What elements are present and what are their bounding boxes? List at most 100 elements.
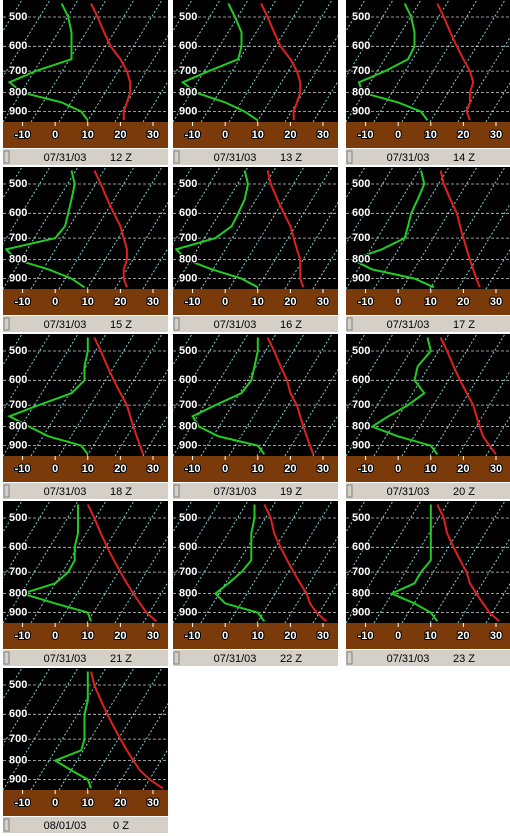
- label-button: [173, 150, 180, 164]
- x-tick-label: -10: [358, 129, 374, 141]
- y-tick-label: 700: [179, 65, 197, 77]
- y-tick-label: 700: [352, 566, 370, 578]
- x-tick-label: -10: [185, 463, 201, 475]
- label-button: [346, 317, 353, 331]
- x-tick-label: 20: [284, 630, 296, 642]
- y-tick-label: 600: [179, 40, 197, 52]
- plot-background: [3, 167, 168, 289]
- x-tick-label: 0: [52, 797, 58, 809]
- date-label: 07/31/03: [387, 152, 430, 164]
- time-label: 18 Z: [110, 486, 132, 498]
- y-tick-label: 500: [179, 178, 197, 190]
- label-bar: [3, 483, 168, 499]
- profile-line: [180, 3, 259, 122]
- date-label: 07/31/03: [214, 486, 257, 498]
- sounding-panel: 500 600 700 800 900 -10 0 10 20 30 07/31/03 13 Z: [173, 0, 338, 165]
- y-tick-label: 500: [9, 345, 27, 357]
- plot-background: [3, 334, 168, 456]
- y-tick-label: 700: [9, 232, 27, 244]
- time-label: 22 Z: [280, 653, 302, 665]
- label-button: [346, 484, 353, 498]
- y-tick-label: 900: [352, 106, 370, 118]
- profile-line: [7, 3, 89, 121]
- y-tick-label: 600: [179, 541, 197, 553]
- y-tick-label: 800: [179, 87, 197, 99]
- x-axis-band: [346, 122, 510, 148]
- x-tick-label: 20: [457, 129, 469, 141]
- plot-background: [3, 0, 168, 122]
- plot-area: [3, 501, 168, 623]
- sounding-panel: 500 600 700 800 900 -10 0 10 20 30 07/31/03 16 Z: [173, 167, 338, 332]
- y-tick-label: 500: [179, 345, 197, 357]
- y-tick-label: 500: [9, 11, 27, 23]
- x-tick-label: 30: [147, 129, 159, 141]
- sounding-panel: 500 600 700 800 900 -10 0 10 20 30 07/31/03 21 Z: [3, 501, 168, 666]
- y-tick-label: 900: [9, 774, 27, 786]
- plot-background: [173, 167, 338, 289]
- x-tick-label: 30: [317, 296, 329, 308]
- y-tick-label: 600: [352, 541, 370, 553]
- plot-area: [173, 501, 338, 623]
- sounding-panel: 500 600 700 800 900 -10 0 10 20 30 07/31/03 20 Z: [346, 334, 510, 499]
- label-bar: [173, 483, 338, 499]
- y-tick-label: 600: [9, 708, 27, 720]
- y-tick-label: 800: [352, 588, 370, 600]
- time-label: 19 Z: [280, 486, 302, 498]
- plot-area: [346, 0, 510, 122]
- y-tick-label: 500: [352, 11, 370, 23]
- y-tick-label: 500: [179, 11, 197, 23]
- x-tick-label: 0: [222, 463, 228, 475]
- label-button: [346, 150, 353, 164]
- x-tick-label: 0: [395, 129, 401, 141]
- y-tick-label: 700: [179, 399, 197, 411]
- y-tick-label: 600: [179, 374, 197, 386]
- y-tick-label: 800: [9, 421, 27, 433]
- label-bar: [173, 650, 338, 666]
- x-tick-label: 30: [147, 630, 159, 642]
- label-bar: [346, 316, 510, 332]
- x-tick-label: 20: [114, 463, 126, 475]
- x-axis-band: [3, 790, 168, 816]
- x-axis-band: [173, 456, 338, 482]
- sounding-panel: 500 600 700 800 900 -10 0 10 20 30 08/01/03 0 Z: [3, 668, 246, 833]
- time-label: 17 Z: [453, 319, 475, 331]
- x-tick-label: 30: [490, 630, 502, 642]
- x-tick-label: 30: [490, 129, 502, 141]
- profile-line: [439, 170, 481, 288]
- sounding-panel: 500 600 700 800 900 -10 0 10 20 30 07/31/03 22 Z: [173, 501, 338, 666]
- x-tick-label: -10: [15, 630, 31, 642]
- x-tick-label: 0: [52, 630, 58, 642]
- profile-line: [4, 170, 86, 289]
- y-tick-label: 900: [352, 440, 370, 452]
- profile-line: [174, 170, 259, 289]
- date-label: 07/31/03: [387, 653, 430, 665]
- x-tick-label: 20: [284, 463, 296, 475]
- plot-area: [346, 334, 510, 456]
- y-tick-label: 900: [9, 440, 27, 452]
- x-tick-label: 30: [317, 630, 329, 642]
- label-button: [3, 818, 10, 832]
- x-tick-label: -10: [185, 296, 201, 308]
- y-tick-label: 500: [179, 512, 197, 524]
- x-axis-band: [3, 623, 168, 649]
- y-tick-label: 500: [352, 178, 370, 190]
- y-tick-label: 800: [179, 421, 197, 433]
- label-button: [173, 317, 180, 331]
- y-tick-label: 500: [352, 345, 370, 357]
- y-tick-label: 800: [179, 588, 197, 600]
- profile-line: [86, 504, 157, 623]
- profile-line: [389, 504, 439, 622]
- x-tick-label: 30: [147, 463, 159, 475]
- y-tick-label: 600: [9, 207, 27, 219]
- x-axis-band: [173, 289, 338, 315]
- x-tick-label: 30: [147, 296, 159, 308]
- label-bar: [3, 149, 168, 165]
- plot-area: [346, 501, 510, 623]
- plot-background: [346, 167, 510, 289]
- y-tick-label: 900: [179, 440, 197, 452]
- x-tick-label: 0: [222, 630, 228, 642]
- plot-background: [173, 0, 338, 122]
- sounding-panel: 500 600 700 800 900 -10 0 10 20 30 07/31/03 15 Z: [3, 167, 168, 332]
- x-axis-band: [173, 623, 338, 649]
- adiabat: [171, 668, 246, 790]
